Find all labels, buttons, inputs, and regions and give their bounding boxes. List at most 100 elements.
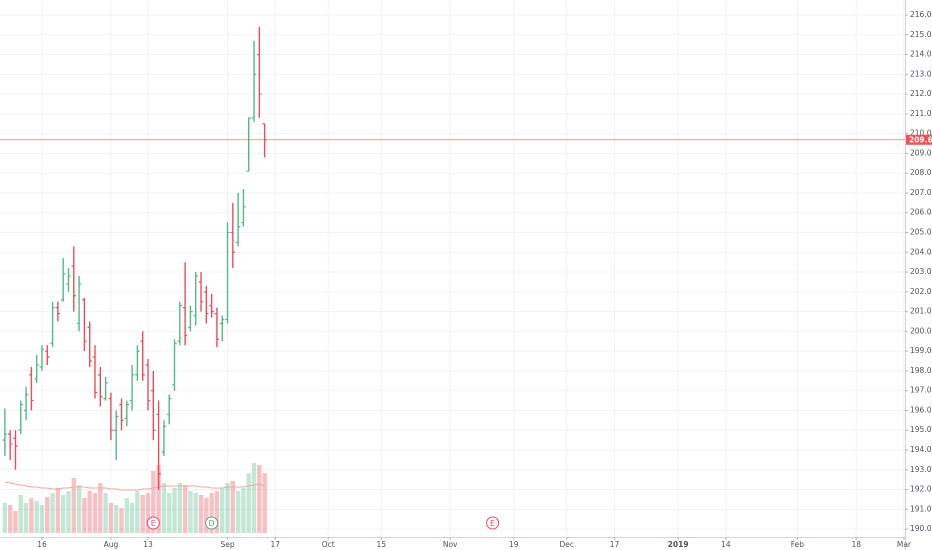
last-price-badge <box>906 134 932 145</box>
event-label: E <box>151 519 156 528</box>
y-tick-label: 198.00 <box>910 366 932 375</box>
volume-bar <box>7 505 13 533</box>
y-tick-label: 209.00 <box>910 148 932 157</box>
y-tick-label: 216.00 <box>910 10 932 19</box>
volume-bar <box>198 495 204 533</box>
x-tick-label: 16 <box>37 540 47 549</box>
y-tick-label: 208.00 <box>910 168 932 177</box>
volume-bar <box>103 493 108 533</box>
volume-bar <box>156 465 161 533</box>
volume-bar <box>92 493 98 533</box>
x-tick-label: Mar <box>897 540 912 549</box>
volume-bar <box>188 491 193 533</box>
volume-bar <box>2 503 8 533</box>
volume-bar <box>108 503 114 533</box>
volume-bar <box>241 488 246 533</box>
volume-bar <box>13 511 18 533</box>
volume-bar <box>55 488 61 533</box>
volume-bar <box>182 485 188 533</box>
x-tick-label: 14 <box>721 540 731 549</box>
y-tick-label: 196.00 <box>910 405 932 414</box>
y-tick-label: 194.00 <box>910 445 932 454</box>
y-tick-label: 195.00 <box>910 425 932 434</box>
y-tick-label: 199.00 <box>910 346 932 355</box>
volume-bar <box>193 493 198 533</box>
y-tick-label: 197.00 <box>910 386 932 395</box>
volume-bar <box>262 473 267 533</box>
volume-bar <box>235 491 241 533</box>
y-tick-label: 214.00 <box>910 50 932 59</box>
volume-bar <box>204 498 209 533</box>
volume-bar <box>135 491 140 533</box>
volume-bar <box>124 498 130 533</box>
volume-bar <box>161 483 167 533</box>
x-tick-label: 13 <box>143 540 153 549</box>
volume-bar <box>167 493 172 533</box>
y-tick-label: 210.00 <box>910 129 932 138</box>
volume-bar <box>50 493 55 533</box>
volume-bar <box>113 505 119 533</box>
y-tick-label: 200.00 <box>910 326 932 335</box>
volume-bar <box>87 491 92 533</box>
volume-bar <box>119 508 124 533</box>
y-tick-label: 204.00 <box>910 247 932 256</box>
event-label: D <box>209 519 215 528</box>
y-tick-label: 205.00 <box>910 228 932 237</box>
x-tick-label: Sep <box>220 540 234 549</box>
volume-bar <box>18 495 23 533</box>
x-tick-label: Dec <box>560 540 575 549</box>
x-tick-label: 19 <box>509 540 519 549</box>
volume-bar <box>34 501 39 533</box>
x-tick-label: 18 <box>851 540 861 549</box>
volume-bar <box>45 497 50 533</box>
volume-bar <box>214 491 220 533</box>
event-marker <box>146 516 160 530</box>
x-tick-label: Nov <box>443 540 458 549</box>
y-tick-label: 191.00 <box>910 504 932 513</box>
event-label: E <box>490 519 495 528</box>
volume-bar <box>220 488 225 533</box>
volume-bar <box>23 503 29 533</box>
y-tick-label: 207.00 <box>910 188 932 197</box>
x-tick-label: 17 <box>610 540 620 549</box>
volume-bar <box>66 491 71 533</box>
volume-ma-line <box>4 481 265 491</box>
y-tick-label: 193.00 <box>910 465 932 474</box>
y-tick-label: 190.00 <box>910 524 932 533</box>
volume-bar <box>257 465 262 533</box>
volume-bar <box>151 471 156 533</box>
last-price-label: 209.69 <box>909 135 932 144</box>
y-tick-label: 212.00 <box>910 89 932 98</box>
y-tick-label: 201.00 <box>910 307 932 316</box>
volume-bar <box>60 495 66 533</box>
volume-bar <box>177 483 183 533</box>
volume-bar <box>76 485 82 533</box>
volume-bar <box>129 503 135 533</box>
y-tick-label: 206.00 <box>910 208 932 217</box>
volume-bar <box>225 483 230 533</box>
y-tick-label: 215.00 <box>910 30 932 39</box>
volume-bar <box>145 493 151 533</box>
volume-bar <box>98 483 103 533</box>
volume-bar <box>71 478 76 533</box>
volume-bar <box>246 473 251 533</box>
volume-bar <box>251 463 257 533</box>
y-tick-label: 203.00 <box>910 267 932 276</box>
x-tick-label: 2019 <box>668 540 689 549</box>
x-tick-label: Aug <box>104 540 119 549</box>
x-tick-label: 17 <box>270 540 280 549</box>
volume-bar <box>82 498 87 533</box>
x-tick-label: 15 <box>376 540 386 549</box>
x-tick-label: Oct <box>322 540 335 549</box>
volume-bar <box>29 498 34 533</box>
event-marker <box>486 516 500 530</box>
y-tick-label: 202.00 <box>910 287 932 296</box>
price-axis <box>905 0 932 550</box>
volume-bar <box>140 495 145 533</box>
y-tick-label: 211.00 <box>910 109 932 118</box>
y-tick-label: 192.00 <box>910 485 932 494</box>
event-marker <box>205 516 219 530</box>
x-tick-label: Feb <box>791 540 805 549</box>
